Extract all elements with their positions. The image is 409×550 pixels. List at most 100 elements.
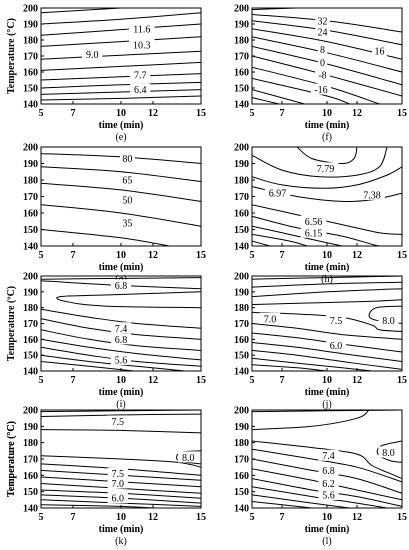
y-tick-label: 160 bbox=[234, 68, 249, 79]
y-tick-label: 160 bbox=[234, 471, 249, 482]
y-tick-label: 170 bbox=[23, 455, 38, 466]
x-tick-label: 12 bbox=[148, 512, 158, 523]
x-tick-label: 10 bbox=[116, 108, 126, 119]
y-tick-label: 180 bbox=[234, 36, 249, 47]
contour-label-bg bbox=[129, 22, 155, 34]
contour-label: 7.0 bbox=[264, 314, 277, 325]
y-tick-label: 180 bbox=[23, 438, 38, 449]
contour-label-bg bbox=[315, 26, 330, 37]
contour-label: 6.4 bbox=[134, 85, 147, 96]
contour-label: 6.2 bbox=[322, 479, 335, 490]
contour-label-bg bbox=[318, 449, 339, 461]
y-tick-label: 190 bbox=[23, 20, 38, 31]
contour-line bbox=[41, 204, 201, 227]
contour-label-bg bbox=[107, 477, 128, 489]
y-tick-label: 160 bbox=[23, 335, 38, 346]
contour-label-bg bbox=[300, 215, 327, 227]
contour-line bbox=[252, 349, 402, 370]
contour-label: 7.4 bbox=[115, 324, 128, 335]
isoline-group bbox=[252, 410, 402, 508]
x-tick-label: 7 bbox=[71, 512, 76, 523]
y-tick-label: 150 bbox=[234, 351, 249, 362]
contour-label-bg bbox=[325, 339, 347, 351]
contour-line bbox=[41, 23, 201, 36]
contour-label: 16 bbox=[375, 47, 385, 58]
contour-line bbox=[252, 332, 402, 353]
contour-label: 80 bbox=[122, 154, 132, 165]
y-tick-label: 190 bbox=[23, 287, 38, 298]
contour-label-bg bbox=[82, 48, 103, 60]
panel-caption: (f) bbox=[322, 132, 332, 143]
panel-caption: (h) bbox=[321, 274, 333, 285]
contour-label: 50 bbox=[122, 195, 132, 206]
contour-line bbox=[41, 229, 170, 246]
y-tick-label: 150 bbox=[23, 225, 38, 236]
y-tick-label: 200 bbox=[23, 143, 38, 154]
y-tick-label: 170 bbox=[23, 52, 38, 63]
y-tick-label: 190 bbox=[23, 422, 38, 433]
x-axis-label: time (min) bbox=[99, 120, 144, 131]
contour-label-bg bbox=[110, 353, 132, 365]
contour-label: 65 bbox=[122, 176, 132, 187]
x-tick-label: 10 bbox=[116, 375, 126, 386]
x-tick-label: 15 bbox=[397, 108, 407, 119]
contour-line bbox=[41, 277, 201, 280]
y-tick-label: 150 bbox=[234, 84, 249, 95]
contour-line bbox=[41, 361, 134, 371]
y-tick-label: 150 bbox=[23, 84, 38, 95]
y-tick-label: 160 bbox=[23, 209, 38, 220]
x-tick-label: 12 bbox=[352, 375, 362, 386]
contour-label: -16 bbox=[314, 85, 327, 96]
x-tick-label: 5 bbox=[250, 108, 255, 119]
contour-label: 7.5 bbox=[112, 417, 125, 428]
contour-line bbox=[56, 291, 201, 309]
x-tick-label: 5 bbox=[250, 250, 255, 261]
contour-line bbox=[41, 12, 201, 25]
contour-line bbox=[41, 308, 201, 329]
contour-label-bg bbox=[107, 467, 128, 479]
contour-line bbox=[41, 95, 201, 101]
contour-label-bg bbox=[359, 188, 385, 200]
x-axis-label: time (min) bbox=[305, 120, 350, 131]
y-tick-label: 140 bbox=[23, 242, 38, 253]
contour-label-bg bbox=[325, 314, 347, 326]
x-tick-label: 12 bbox=[148, 108, 158, 119]
x-tick-label: 10 bbox=[322, 108, 332, 119]
contour-label: 11.6 bbox=[133, 24, 150, 35]
contour-line bbox=[252, 448, 402, 483]
contour-line bbox=[252, 89, 305, 104]
x-tick-label: 5 bbox=[250, 512, 255, 523]
contour-line bbox=[252, 410, 370, 431]
contour-label: 6.8 bbox=[115, 335, 128, 346]
y-tick-label: 180 bbox=[234, 303, 249, 314]
contour-line bbox=[252, 215, 380, 246]
contour-line bbox=[252, 323, 402, 340]
contour-label-bg bbox=[120, 216, 135, 228]
x-tick-label: 12 bbox=[148, 250, 158, 261]
contour-label-bg bbox=[300, 226, 327, 238]
contour-label-bg bbox=[120, 193, 135, 205]
x-tick-label: 7 bbox=[71, 108, 76, 119]
contour-label: 7.5 bbox=[112, 469, 125, 480]
x-axis-label: time (min) bbox=[99, 387, 144, 398]
y-tick-label: 170 bbox=[234, 52, 249, 63]
x-tick-label: 10 bbox=[322, 375, 332, 386]
panel-caption: (j) bbox=[322, 399, 331, 410]
contour-line bbox=[252, 281, 402, 288]
chart-panel: 7.79 6.97 7.38 6.566.15 5 7 10 12 15 140 150 160 170… bbox=[234, 143, 407, 286]
y-tick-label: 140 bbox=[23, 367, 38, 378]
chart-panel: 11.6 10.3 9.0 7.7 6.4 5 7 10 12 15 140 150 160 170 180… bbox=[6, 4, 206, 144]
contour-line bbox=[252, 311, 402, 332]
x-tick-label: 5 bbox=[39, 250, 44, 261]
x-tick-label: 10 bbox=[116, 250, 126, 261]
y-tick-label: 180 bbox=[23, 36, 38, 47]
x-tick-label: 5 bbox=[39, 108, 44, 119]
contour-label-bg bbox=[120, 152, 135, 164]
contour-label: 7.0 bbox=[112, 479, 125, 490]
contour-label: 8.0 bbox=[382, 448, 395, 459]
y-axis-label: Temperature (ºC) bbox=[6, 286, 17, 361]
contour-label: 8.0 bbox=[182, 453, 195, 464]
panel-caption: (i) bbox=[116, 399, 125, 410]
panel-caption: (e) bbox=[115, 132, 126, 143]
contour-line bbox=[252, 166, 402, 189]
